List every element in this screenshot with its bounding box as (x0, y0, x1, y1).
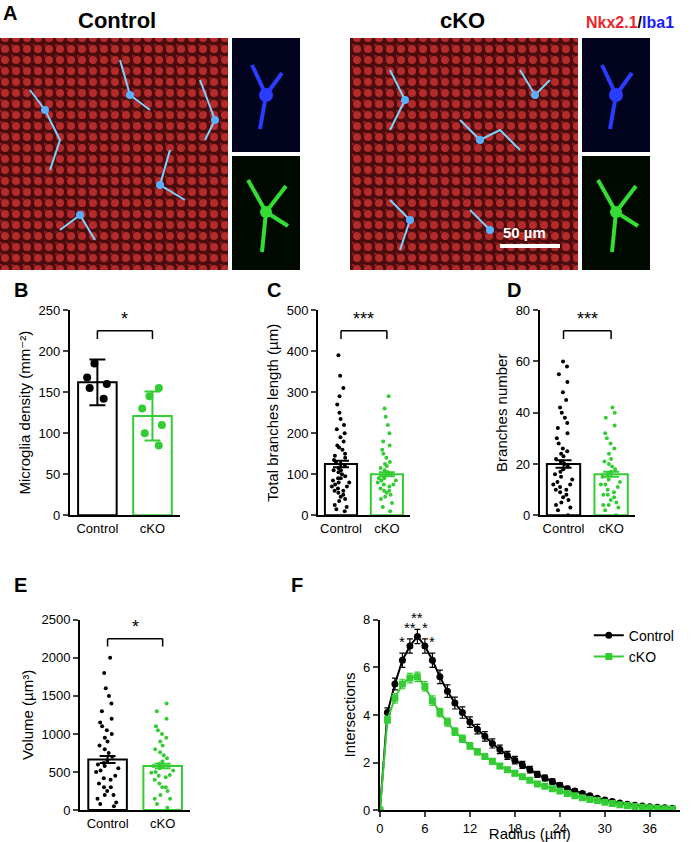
svg-text:Radius (µm): Radius (µm) (489, 825, 571, 842)
svg-text:Control: Control (543, 521, 585, 536)
svg-text:C: C (267, 279, 281, 301)
svg-text:24: 24 (553, 821, 567, 836)
svg-text:**: ** (404, 619, 416, 636)
svg-text:250: 250 (39, 303, 61, 318)
svg-text:0: 0 (301, 508, 308, 523)
svg-text:cKO: cKO (150, 816, 175, 831)
svg-text:Control: Control (87, 816, 129, 831)
svg-text:Volume (µm³): Volume (µm³) (19, 670, 36, 760)
html-text:Control: Control (78, 8, 157, 33)
svg-text:6: 6 (363, 660, 370, 675)
svg-text:30: 30 (598, 821, 612, 836)
svg-text:0: 0 (53, 508, 60, 523)
svg-text:Control: Control (76, 521, 118, 536)
svg-text:***: *** (353, 309, 374, 329)
svg-text:B: B (14, 279, 28, 301)
svg-text:Control: Control (629, 628, 674, 644)
svg-text:cKO: cKO (140, 521, 165, 536)
svg-text:500: 500 (49, 765, 71, 780)
svg-text:40: 40 (516, 405, 530, 420)
svg-text:*: * (399, 633, 405, 650)
svg-text:1000: 1000 (42, 727, 71, 742)
svg-text:200: 200 (39, 344, 61, 359)
svg-text:60: 60 (516, 354, 530, 369)
svg-text:Branches number: Branches number (493, 354, 510, 472)
svg-text:cKO: cKO (374, 521, 399, 536)
svg-text:100: 100 (39, 426, 61, 441)
svg-text:Control: Control (320, 521, 362, 536)
svg-text:Intersections: Intersections (341, 672, 358, 757)
svg-text:500: 500 (287, 303, 309, 318)
svg-text:D: D (507, 279, 521, 301)
svg-text:***: *** (577, 309, 598, 329)
svg-text:*: * (132, 617, 139, 637)
svg-text:0: 0 (376, 821, 383, 836)
svg-text:12: 12 (463, 821, 477, 836)
svg-text:400: 400 (287, 344, 309, 359)
svg-text:*: * (429, 633, 435, 650)
svg-text:0: 0 (523, 508, 530, 523)
svg-text:2: 2 (363, 755, 370, 770)
html-text:Nkx2.1 / Iba1: Nkx2.1 / Iba1 (586, 14, 675, 31)
svg-text:50: 50 (46, 467, 60, 482)
svg-text:2500: 2500 (42, 612, 71, 627)
svg-text:F: F (291, 574, 303, 596)
svg-text:200: 200 (287, 426, 309, 441)
svg-text:20: 20 (516, 457, 530, 472)
html-text:A: A (3, 2, 18, 24)
svg-text:**: ** (411, 609, 423, 626)
svg-text:8: 8 (363, 612, 370, 627)
html-text:cKO: cKO (440, 8, 486, 33)
svg-text:0: 0 (363, 803, 370, 818)
svg-text:300: 300 (287, 385, 309, 400)
svg-text:*: * (422, 619, 428, 636)
svg-text:150: 150 (39, 385, 61, 400)
svg-text:*: * (121, 309, 128, 329)
svg-text:cKO: cKO (629, 649, 656, 665)
svg-text:cKO: cKO (598, 521, 623, 536)
html-text:50 µm: 50 µm (503, 224, 546, 241)
svg-text:18: 18 (508, 821, 522, 836)
svg-text:0: 0 (63, 803, 70, 818)
svg-text:6: 6 (421, 821, 428, 836)
svg-text:1500: 1500 (42, 688, 71, 703)
svg-text:Total branches length (µm): Total branches length (µm) (264, 324, 281, 502)
svg-text:36: 36 (643, 821, 657, 836)
svg-text:100: 100 (287, 467, 309, 482)
svg-text:E: E (14, 574, 27, 596)
svg-text:80: 80 (516, 303, 530, 318)
svg-text:2000: 2000 (42, 650, 71, 665)
svg-text:4: 4 (363, 707, 370, 722)
svg-text:Microglia density (mm⁻²): Microglia density (mm⁻²) (16, 331, 33, 495)
